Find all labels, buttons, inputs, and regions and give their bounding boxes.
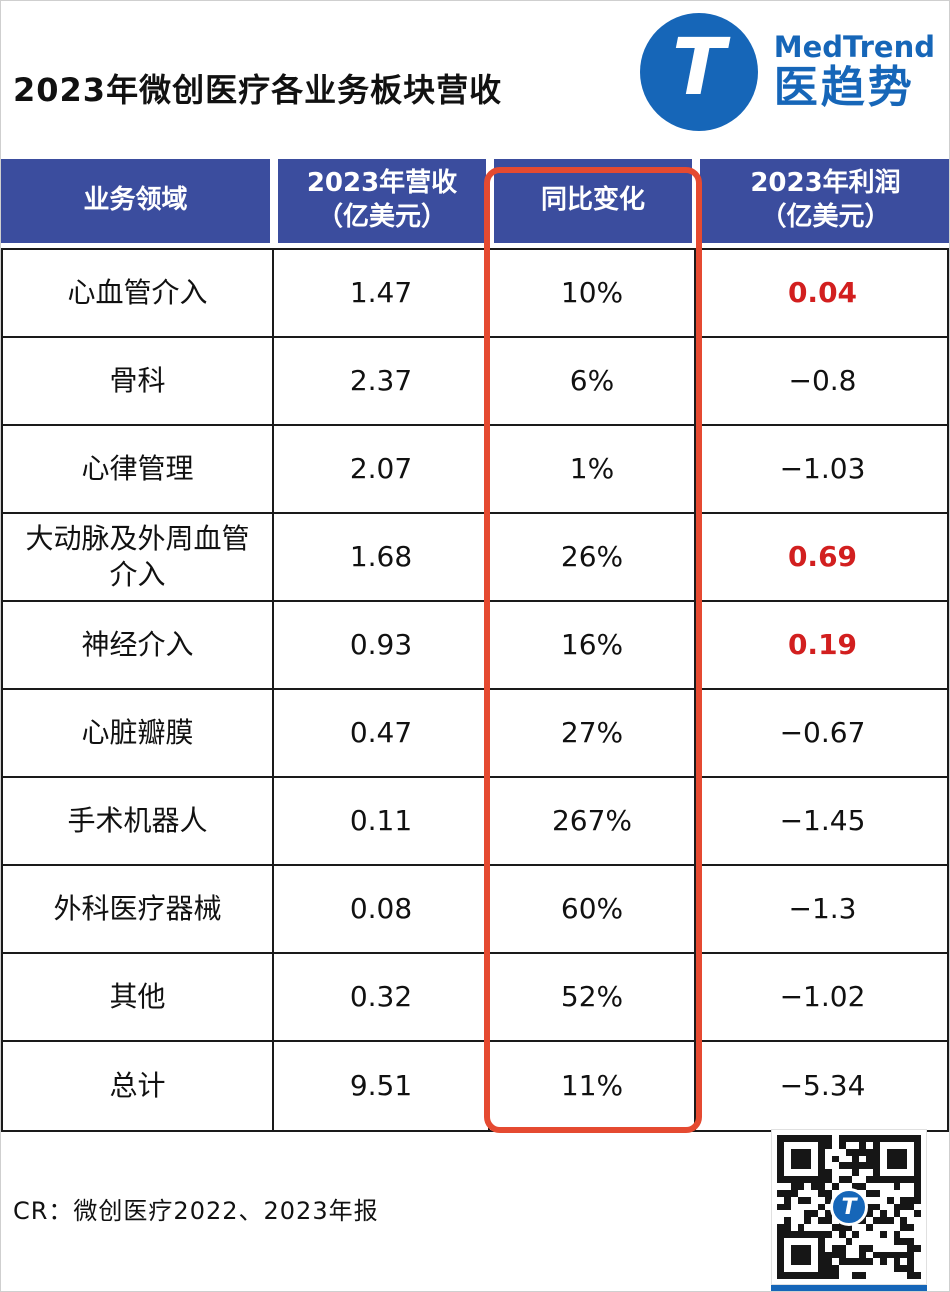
column-header-label: 业务领域 (83, 185, 188, 216)
brand-t-icon: T (639, 13, 758, 131)
cell-segment: 其他 (3, 954, 274, 1040)
column-header-profit: 2023年利润 （亿美元） (696, 159, 949, 243)
cell-segment: 心脏瓣膜 (3, 690, 274, 776)
cell-yoy: 16% (490, 602, 696, 688)
column-header-label: 2023年利润 (750, 168, 901, 199)
table-row: 总计 9.51 11% −5.34 (3, 1042, 947, 1130)
cell-yoy: 27% (490, 690, 696, 776)
brand-name-en: MedTrend (773, 29, 935, 64)
cell-segment: 手术机器人 (3, 778, 274, 864)
table-row: 心血管介入 1.47 10% 0.04 (3, 250, 947, 338)
table-row: 外科医疗器械 0.08 60% −1.3 (3, 866, 947, 954)
cell-yoy: 10% (490, 250, 696, 336)
table-row: 手术机器人 0.11 267% −1.45 (3, 778, 947, 866)
cell-segment: 心血管介入 (3, 250, 274, 336)
qr-pattern (777, 1135, 921, 1279)
cell-yoy: 267% (490, 778, 696, 864)
column-header-yoy: 同比变化 (490, 159, 696, 243)
table-header-row: 业务领域 2023年营收 （亿美元） 同比变化 2023年利润 （亿美元） (1, 159, 949, 243)
cell-revenue: 0.32 (274, 954, 490, 1040)
cell-profit: −1.03 (779, 451, 866, 485)
column-header-label: 同比变化 (540, 185, 645, 216)
brand-name: MedTrend 医趋势 (773, 29, 935, 113)
cell-revenue: 0.93 (274, 602, 490, 688)
cell-segment: 外科医疗器械 (3, 866, 274, 952)
cell-segment: 心律管理 (3, 426, 274, 512)
cell-profit: −0.8 (788, 363, 857, 397)
cell-yoy: 26% (490, 514, 696, 600)
column-header-revenue: 2023年营收 （亿美元） (274, 159, 490, 243)
qr-code: T (771, 1129, 927, 1285)
cell-revenue: 1.68 (274, 514, 490, 600)
column-header-sublabel: （亿美元） (316, 202, 447, 232)
cell-yoy: 11% (490, 1042, 696, 1130)
cell-revenue: 0.11 (274, 778, 490, 864)
table-row: 大动脉及外周血管介入 1.68 26% 0.69 (3, 514, 947, 602)
cell-segment: 大动脉及外周血管介入 (3, 514, 274, 600)
cell-revenue: 1.47 (274, 250, 490, 336)
table-row: 神经介入 0.93 16% 0.19 (3, 602, 947, 690)
cell-yoy: 52% (490, 954, 696, 1040)
table-row: 骨科 2.37 6% −0.8 (3, 338, 947, 426)
cell-revenue: 0.47 (274, 690, 490, 776)
column-header-sublabel: （亿美元） (760, 202, 891, 232)
table-row: 心脏瓣膜 0.47 27% −0.67 (3, 690, 947, 778)
page-header: 2023年微创医疗各业务板块营收 T MedTrend 医趋势 (1, 1, 949, 159)
brand-name-cn: 医趋势 (773, 61, 915, 113)
cell-revenue: 0.08 (274, 866, 490, 952)
cell-segment: 神经介入 (3, 602, 274, 688)
cell-yoy: 1% (490, 426, 696, 512)
cell-profit: 0.04 (787, 275, 858, 309)
cell-profit: −1.3 (788, 891, 857, 925)
table-row: 其他 0.32 52% −1.02 (3, 954, 947, 1042)
cell-segment: 总计 (3, 1042, 274, 1130)
cell-profit: 0.69 (787, 539, 858, 573)
cell-yoy: 60% (490, 866, 696, 952)
page-title: 2023年微创医疗各业务板块营收 (13, 71, 503, 109)
cell-profit: −5.34 (779, 1068, 866, 1102)
cell-profit: −0.67 (779, 715, 866, 749)
cell-revenue: 2.07 (274, 426, 490, 512)
brand-logo: T MedTrend 医趋势 (639, 13, 935, 131)
source-note: CR：微创医疗2022、2023年报 (13, 1197, 379, 1225)
bottom-blue-bar (771, 1285, 927, 1291)
cell-revenue: 9.51 (274, 1042, 490, 1130)
cell-profit: 0.19 (787, 627, 858, 661)
qr-center-logo-icon: T (830, 1188, 868, 1226)
cell-yoy: 6% (490, 338, 696, 424)
cell-profit: −1.45 (779, 803, 866, 837)
column-header-segment: 业务领域 (1, 159, 274, 243)
column-header-label: 2023年营收 (306, 168, 458, 199)
table-body: 心血管介入 1.47 10% 0.04 骨科 2.37 6% −0.8 心律管理… (1, 248, 949, 1132)
table-row: 心律管理 2.07 1% −1.03 (3, 426, 947, 514)
cell-revenue: 2.37 (274, 338, 490, 424)
cell-segment: 骨科 (3, 338, 274, 424)
cell-profit: −1.02 (779, 979, 866, 1013)
